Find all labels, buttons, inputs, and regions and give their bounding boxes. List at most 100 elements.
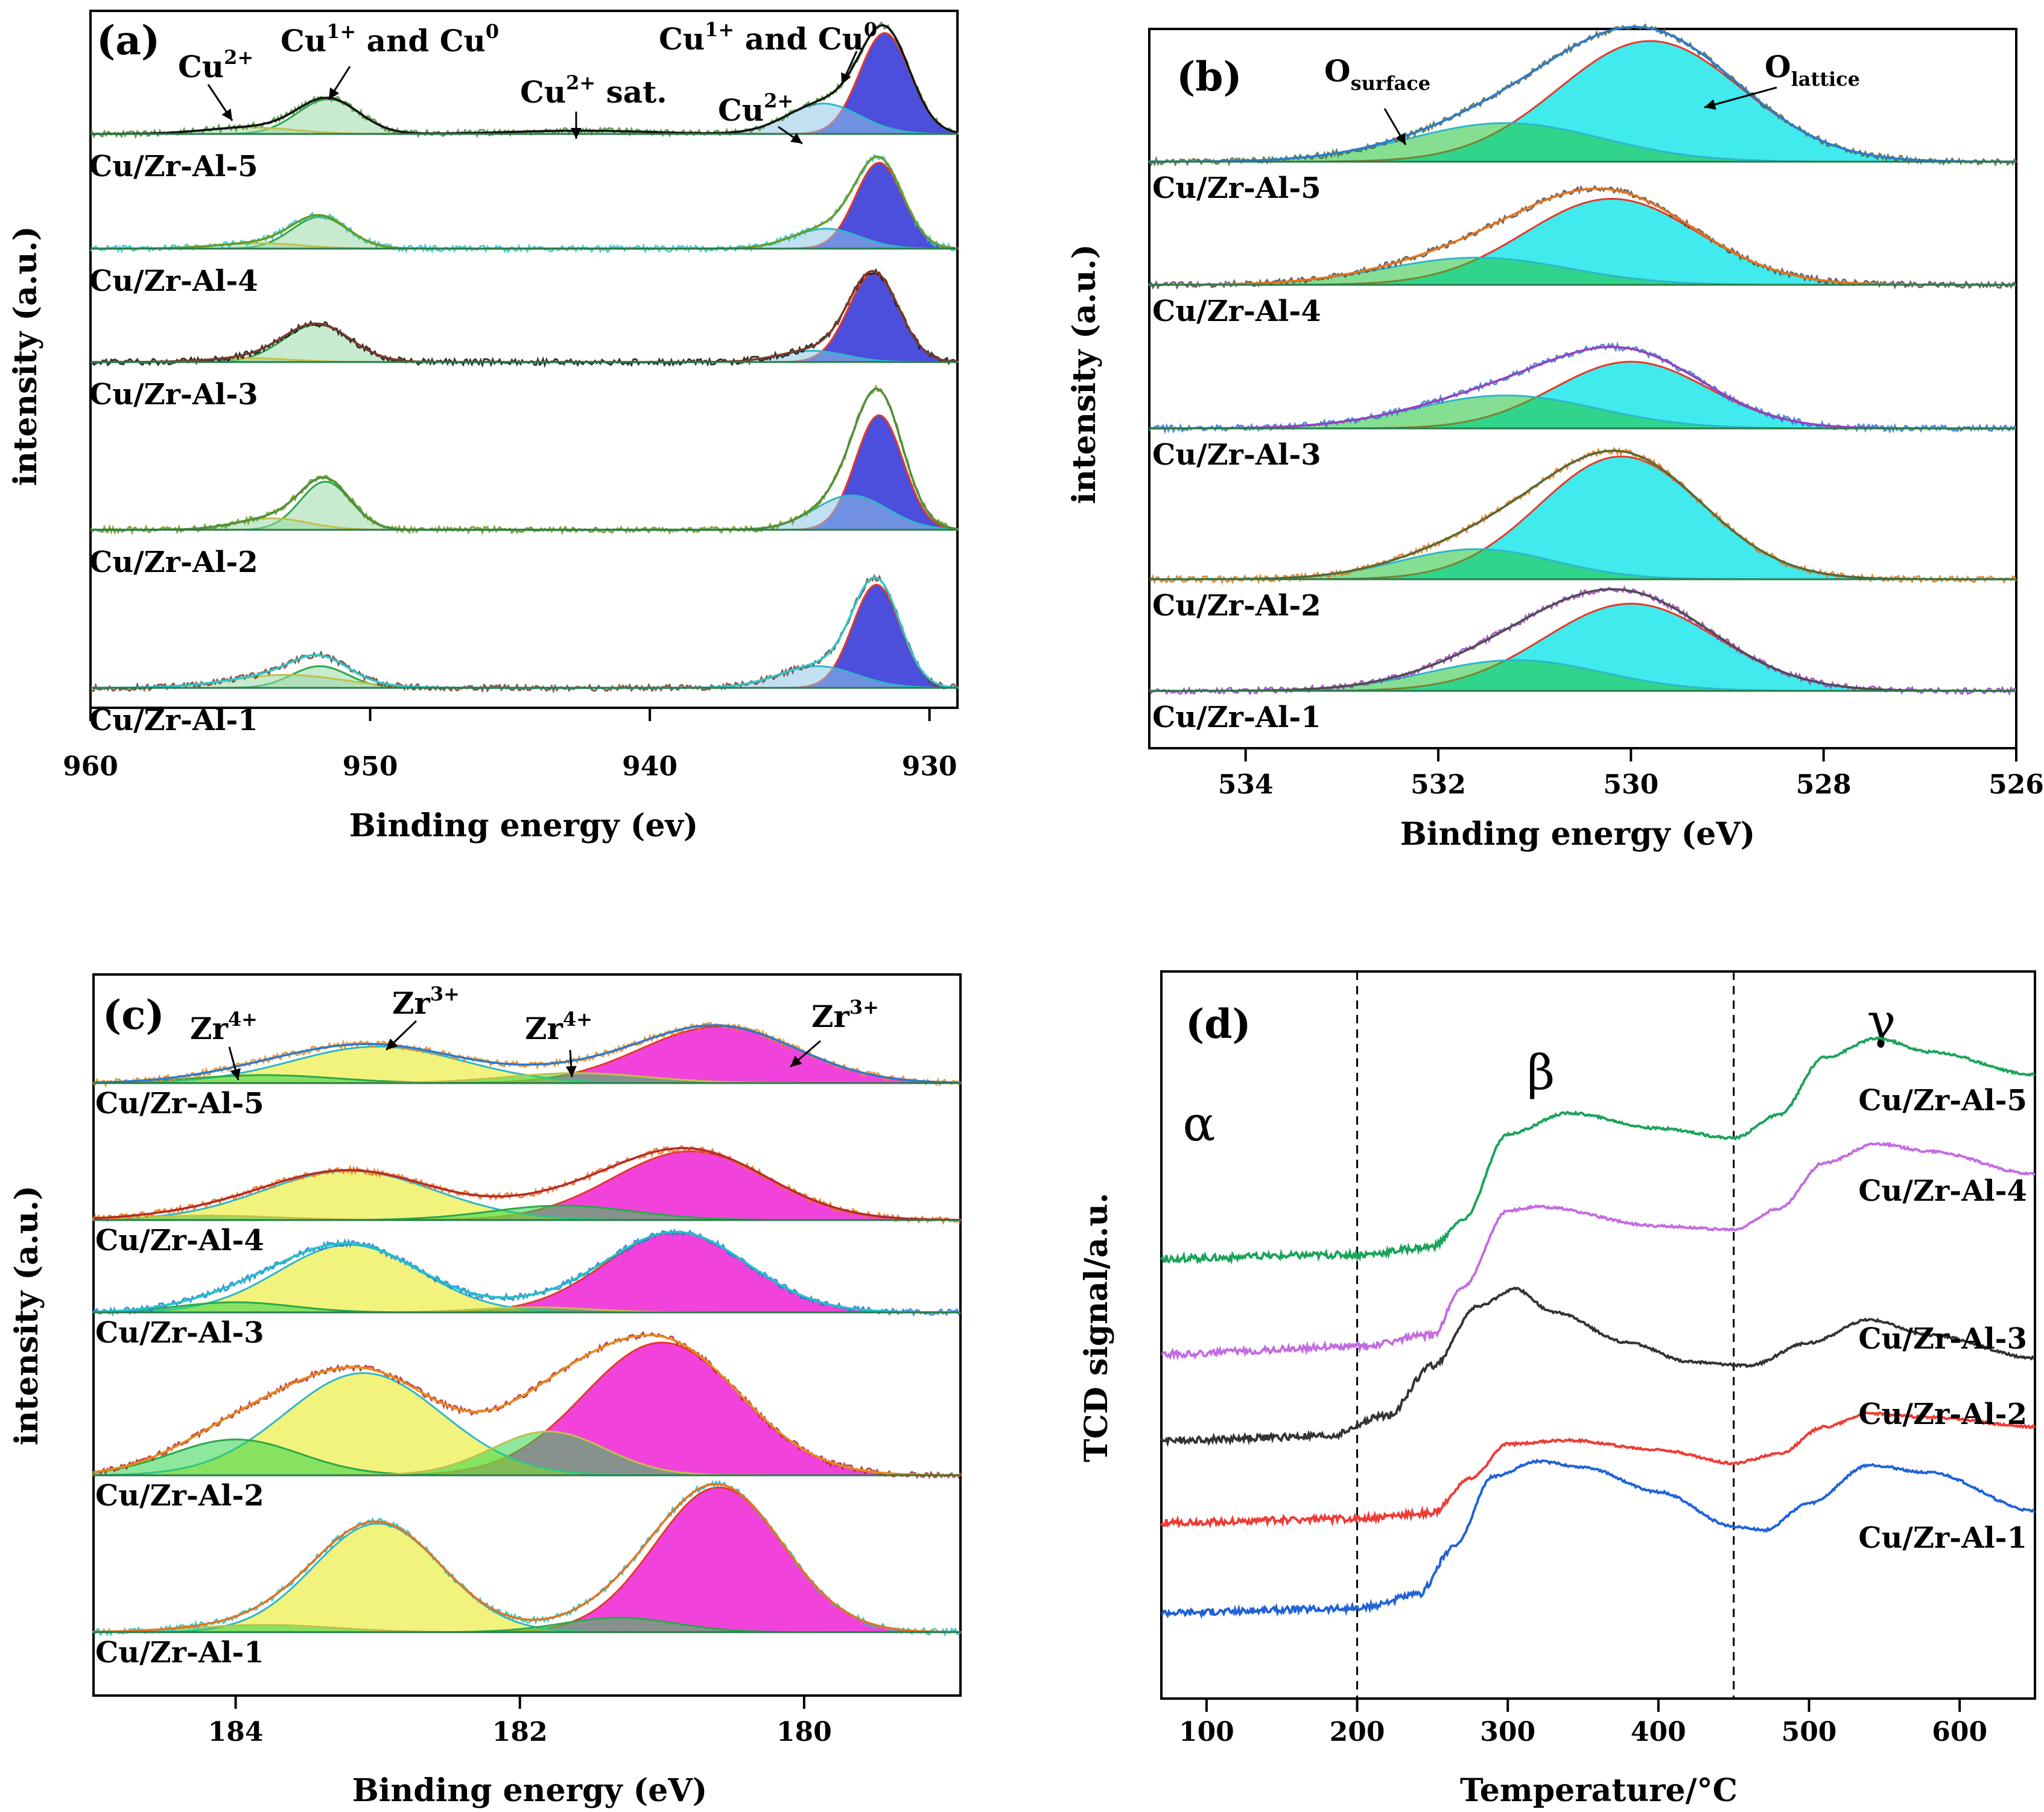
panel-d-y-axis-title: TCD signal/a.u.: [1078, 1193, 1115, 1463]
series-label: Cu/Zr-Al-3: [95, 1316, 264, 1350]
series-label: Cu/Zr-Al-5: [95, 1087, 264, 1121]
peak-annotation: Zr4+: [525, 1008, 592, 1046]
panel-a-frame: [89, 10, 959, 709]
series-label: Cu/Zr-Al-2: [1858, 1397, 2027, 1431]
annotation-arrowhead: [1704, 99, 1716, 110]
x-tick-label: 532: [1411, 769, 1466, 800]
fitted-envelope-line: [93, 1334, 960, 1477]
x-tick-label: 200: [1330, 1717, 1385, 1747]
x-tick-label: 950: [343, 751, 398, 782]
panel-c-zr3d-xps: Cu/Zr-Al-5 Cu/Zr-Al-4 Cu/Zr-Al-3 Cu/Zr-Al-2…: [8, 973, 962, 1809]
tpr-series-line: [1160, 1035, 2036, 1265]
tpr-series-line: [1160, 1411, 2036, 1529]
annotation-arrowhead: [386, 1038, 398, 1050]
peak-annotation: Zr3+: [811, 996, 879, 1034]
x-tick-label: 184: [208, 1717, 264, 1747]
panel-a-y-axis-title: intensity (a.u.): [7, 226, 44, 486]
panel-c-label: (c): [103, 991, 165, 1038]
peak-annotation: Zr3+: [392, 982, 460, 1021]
x-tick-label: 534: [1218, 769, 1274, 800]
peak-annotation: Cu1+ and Cu0: [281, 20, 499, 59]
x-tick-label: 930: [902, 751, 957, 782]
panel-a-x-ticks: 960 950 940 930: [63, 708, 957, 782]
x-tick-label: 940: [622, 751, 678, 782]
panel-b-o1s-xps: Cu/Zr-Al-5 Cu/Zr-Al-4 Cu/Zr-Al-3 Cu/Zr-Al-2…: [1066, 23, 2044, 853]
series-label: Cu/Zr-Al-4: [89, 264, 258, 298]
x-tick-label: 180: [776, 1717, 832, 1747]
panel-d-label: (d): [1185, 1000, 1251, 1047]
series-label: Cu/Zr-Al-2: [89, 545, 258, 579]
fitted-envelope-line: [94, 1024, 960, 1084]
series-label: Cu/Zr-Al-2: [1152, 589, 1321, 623]
series-label: Cu/Zr-Al-4: [1858, 1174, 2027, 1208]
tpr-series-line: [1161, 1141, 2036, 1361]
fitted-envelope-line: [93, 1230, 960, 1314]
x-tick-label: 528: [1796, 769, 1852, 800]
x-tick-label: 960: [63, 751, 118, 782]
panel-b-x-ticks: 534 532 530 528 526: [1218, 748, 2044, 800]
panel-a-plot-area: Cu/Zr-Al-5 Cu/Zr-Al-4 Cu/Zr-Al-3 Cu/Zr-Al-2…: [89, 18, 959, 737]
x-tick-label: 300: [1480, 1717, 1535, 1747]
panel-b-label: (b): [1176, 53, 1242, 100]
panel-c-plot-area: Cu/Zr-Al-5 Cu/Zr-Al-4 Cu/Zr-Al-3 Cu/Zr-Al-2…: [92, 982, 962, 1670]
series-label: Cu/Zr-Al-5: [89, 150, 258, 183]
tpr-series-line: [1160, 1286, 2036, 1448]
panel-c-frame: [92, 973, 962, 1697]
peak-annotation: Osurface: [1324, 53, 1430, 95]
fitted-envelope-line: [1149, 450, 2016, 580]
panel-d-h2-tpr: αβγCu/Zr-Al-5Cu/Zr-Al-4Cu/Zr-Al-3Cu/Zr-A…: [1078, 970, 2036, 1809]
peak-annotation: Cu2+: [718, 89, 793, 128]
fitted-envelope-line: [94, 1483, 960, 1633]
panel-d-x-ticks: 100 200 300 400 500 600: [1179, 1699, 1987, 1747]
fitted-envelope-line: [90, 24, 958, 135]
panel-c-x-ticks: 184 182 180: [208, 1696, 832, 1747]
series-label: Cu/Zr-Al-3: [1152, 438, 1321, 472]
x-tick-label: 600: [1932, 1717, 1987, 1747]
x-tick-label: 400: [1631, 1717, 1686, 1747]
series-label: Cu/Zr-Al-1: [95, 1636, 264, 1670]
annotation-arrowhead: [1395, 132, 1406, 145]
series-label: Cu/Zr-Al-3: [1858, 1322, 2027, 1356]
panel-a-x-axis-title: Binding energy (ev): [349, 807, 698, 844]
series-label: Cu/Zr-Al-3: [89, 378, 258, 412]
fitted-envelope-line: [1149, 25, 2016, 163]
panel-a-label: (a): [97, 17, 160, 64]
x-tick-label: 526: [1988, 769, 2044, 800]
raw-spectrum-line: [1148, 585, 2017, 696]
series-label: Cu/Zr-Al-2: [95, 1479, 264, 1513]
panel-b-y-axis-title: intensity (a.u.): [1066, 244, 1103, 504]
x-tick-label: 530: [1603, 769, 1658, 800]
panel-c-x-axis-title: Binding energy (eV): [352, 1772, 708, 1809]
peak-annotation: Cu2+ sat.: [520, 71, 667, 110]
annotation-arrowhead: [790, 133, 802, 144]
panel-d-frame: [1160, 970, 2036, 1700]
tpr-series-line: [1161, 1458, 2036, 1620]
fitted-envelope-line: [1149, 187, 2016, 286]
series-label: Cu/Zr-Al-1: [89, 704, 258, 737]
peak-annotation: Cu2+: [178, 46, 253, 84]
fitted-envelope-line: [1149, 588, 2016, 692]
annotation-arrowhead: [571, 128, 582, 139]
fitted-component-peak: [1149, 455, 2016, 580]
series-label: Cu/Zr-Al-1: [1858, 1521, 2027, 1555]
x-tick-label: 182: [492, 1717, 548, 1747]
annotation-arrow: [1704, 86, 1777, 109]
series-label: Cu/Zr-Al-1: [1152, 701, 1321, 734]
annotation-arrowhead: [565, 1066, 577, 1077]
annotation-arrowhead: [221, 109, 232, 121]
panel-b-frame: [1148, 28, 2017, 749]
x-tick-label: 100: [1179, 1717, 1234, 1747]
series-label: Cu/Zr-Al-4: [1152, 294, 1321, 328]
x-tick-label: 500: [1782, 1717, 1837, 1747]
annotation-arrowhead: [230, 1068, 241, 1080]
panel-a-cu2p-xps: Cu/Zr-Al-5 Cu/Zr-Al-4 Cu/Zr-Al-3 Cu/Zr-Al-2…: [7, 10, 959, 844]
peak-annotation: Zr4+: [190, 1008, 258, 1046]
fitted-envelope-line: [93, 1147, 960, 1221]
series-label: Cu/Zr-Al-5: [1858, 1084, 2027, 1117]
annotation-arrowhead: [790, 1055, 802, 1067]
series-label: Cu/Zr-Al-5: [1152, 171, 1321, 205]
panel-d-x-axis-title: Temperature/°C: [1460, 1772, 1738, 1809]
panel-b-plot-area: Cu/Zr-Al-5 Cu/Zr-Al-4 Cu/Zr-Al-3 Cu/Zr-Al-2…: [1148, 23, 2017, 734]
peak-annotation: Cu1+ and Cu0: [659, 18, 877, 57]
